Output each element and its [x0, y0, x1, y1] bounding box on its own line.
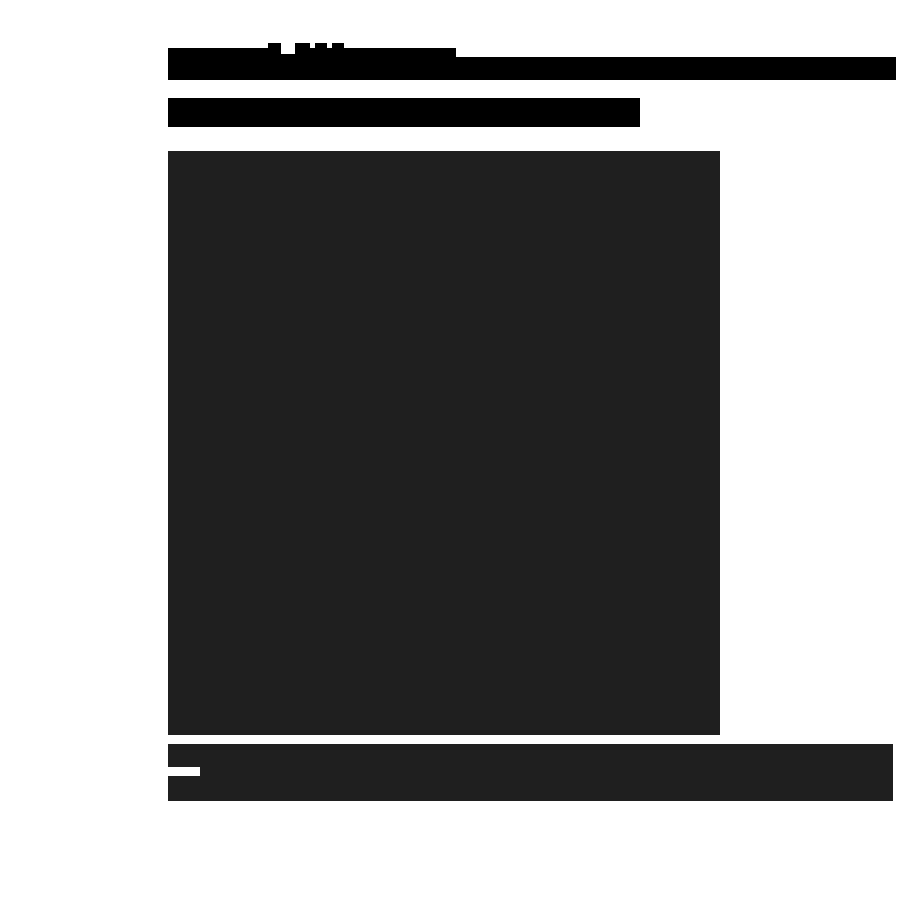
ascender-gap — [327, 43, 332, 48]
footer-dash — [168, 767, 200, 776]
redacted-title-ascender-bumps — [268, 43, 344, 54]
ascender-gap — [310, 43, 315, 48]
redacted-subtitle-block — [168, 98, 640, 127]
main-content-panel — [168, 151, 720, 735]
redacted-title-block-left — [168, 48, 456, 80]
footer-panel — [168, 744, 893, 801]
ascender-gap — [281, 43, 295, 54]
redacted-title-block-right — [456, 57, 896, 80]
